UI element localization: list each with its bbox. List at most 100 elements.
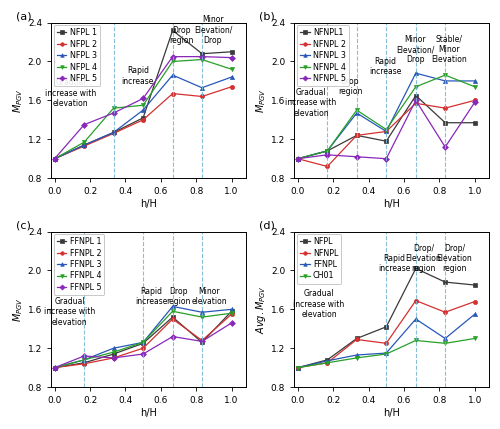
NFPL 2 <box>81 143 87 148</box>
NFPL 3 <box>170 73 175 78</box>
X-axis label: h/H: h/H <box>383 408 400 418</box>
Text: Minor
Elevation/
Drop: Minor Elevation/ Drop <box>194 15 232 45</box>
NFNPL 5 <box>354 154 360 159</box>
NFPL 5 <box>140 96 146 101</box>
NFNPL1 <box>295 156 301 161</box>
NFNPL <box>354 337 360 342</box>
FFNPL 4 <box>140 340 146 345</box>
Y-axis label: $M_{PGV}$: $M_{PGV}$ <box>11 297 25 322</box>
NFPL 3 <box>199 85 205 91</box>
NFPL 5 <box>81 122 87 127</box>
NFNPL1 <box>413 93 419 98</box>
FFNPL 1 <box>170 314 175 320</box>
NFNPL 3 <box>295 156 301 161</box>
NFPL 3 <box>81 142 87 148</box>
Y-axis label: $M_{PGV}$: $M_{PGV}$ <box>11 88 25 113</box>
Text: (d): (d) <box>259 220 275 230</box>
NFPL <box>295 365 301 370</box>
NFNPL <box>413 298 419 303</box>
Text: Gradual
increase with
elevation: Gradual increase with elevation <box>44 297 96 327</box>
Line: NFNPL 2: NFNPL 2 <box>296 98 477 169</box>
NFPL 4 <box>140 103 146 108</box>
NFPL <box>324 357 330 363</box>
NFNPL 5 <box>324 152 330 157</box>
FFNPL <box>324 358 330 363</box>
CH01 <box>442 341 448 346</box>
NFPL 5 <box>170 54 175 59</box>
NFNPL <box>442 310 448 315</box>
NFPL 2 <box>199 94 205 99</box>
FFNPL 4 <box>110 350 116 355</box>
CH01 <box>295 365 301 370</box>
Line: NFNPL: NFNPL <box>296 299 477 370</box>
FFNPL 3 <box>81 357 87 363</box>
Line: NFPL 3: NFPL 3 <box>52 73 234 161</box>
FFNPL 5 <box>81 353 87 359</box>
NFPL 5 <box>52 156 58 161</box>
Text: Rapid
increase: Rapid increase <box>378 254 410 273</box>
FFNPL 4 <box>199 314 205 320</box>
FFNPL 4 <box>170 309 175 314</box>
NFNPL 2 <box>442 106 448 111</box>
NFNPL 3 <box>324 148 330 154</box>
NFNPL 5 <box>384 156 390 161</box>
Text: Drop
region: Drop region <box>338 77 362 97</box>
NFPL 5 <box>110 110 116 115</box>
FFNPL 1 <box>228 309 234 314</box>
FFNPL 5 <box>199 339 205 344</box>
FFNPL 2 <box>140 346 146 351</box>
Line: FFNPL 5: FFNPL 5 <box>52 321 234 370</box>
NFPL 4 <box>52 156 58 161</box>
Line: NFPL 5: NFPL 5 <box>52 54 234 161</box>
FFNPL 2 <box>110 355 116 360</box>
NFPL 1 <box>170 28 175 33</box>
FFNPL 3 <box>199 310 205 315</box>
FFNPL 3 <box>52 365 58 370</box>
FFNPL 1 <box>110 351 116 356</box>
Line: NFNPL 4: NFNPL 4 <box>296 73 477 161</box>
NFNPL 4 <box>442 73 448 78</box>
NFPL 2 <box>110 131 116 136</box>
Legend: NFPL 1, NFPL 2, NFPL 3, NFPL 4, NFPL 5: NFPL 1, NFPL 2, NFPL 3, NFPL 4, NFPL 5 <box>54 25 100 86</box>
NFPL 1 <box>81 142 87 148</box>
NFNPL <box>324 360 330 366</box>
FFNPL 4 <box>228 311 234 316</box>
CH01 <box>413 338 419 343</box>
NFNPL 4 <box>472 84 478 89</box>
FFNPL 5 <box>228 320 234 326</box>
NFPL <box>472 282 478 287</box>
FFNPL <box>413 317 419 322</box>
NFNPL 4 <box>295 156 301 161</box>
NFPL 4 <box>81 139 87 145</box>
Line: NFPL: NFPL <box>296 266 477 370</box>
NFPL 3 <box>228 75 234 80</box>
NFNPL1 <box>472 120 478 125</box>
Text: (b): (b) <box>259 11 275 21</box>
NFNPL 2 <box>324 164 330 169</box>
Line: NFNPL1: NFNPL1 <box>296 94 477 161</box>
NFNPL 4 <box>413 84 419 89</box>
Text: Gradual
increase with
elevation: Gradual increase with elevation <box>45 79 96 108</box>
NFNPL 4 <box>354 108 360 113</box>
NFNPL <box>384 341 390 346</box>
NFNPL 3 <box>354 110 360 115</box>
NFPL 5 <box>199 54 205 59</box>
Line: CH01: CH01 <box>296 336 477 370</box>
Text: Stable/
Minor
Elevation: Stable/ Minor Elevation <box>431 35 467 64</box>
NFPL 4 <box>199 57 205 62</box>
Text: Minor
Elevation/
Drop: Minor Elevation/ Drop <box>396 35 434 64</box>
NFNPL 3 <box>472 79 478 84</box>
FFNPL 2 <box>52 365 58 370</box>
Legend: NFPL, NFNPL, FFNPL, CH01: NFPL, NFNPL, FFNPL, CH01 <box>296 234 342 284</box>
NFNPL1 <box>442 120 448 125</box>
X-axis label: h/H: h/H <box>383 199 400 209</box>
Line: FFNPL 1: FFNPL 1 <box>52 309 234 370</box>
Line: NFPL 4: NFPL 4 <box>52 57 234 161</box>
FFNPL 5 <box>170 334 175 339</box>
FFNPL 3 <box>140 340 146 345</box>
NFNPL 5 <box>413 98 419 103</box>
NFPL 3 <box>52 156 58 161</box>
FFNPL <box>295 365 301 370</box>
Text: Drop/
Elevation
region: Drop/ Elevation region <box>406 244 442 273</box>
Text: Minor
elevation: Minor elevation <box>192 287 228 306</box>
